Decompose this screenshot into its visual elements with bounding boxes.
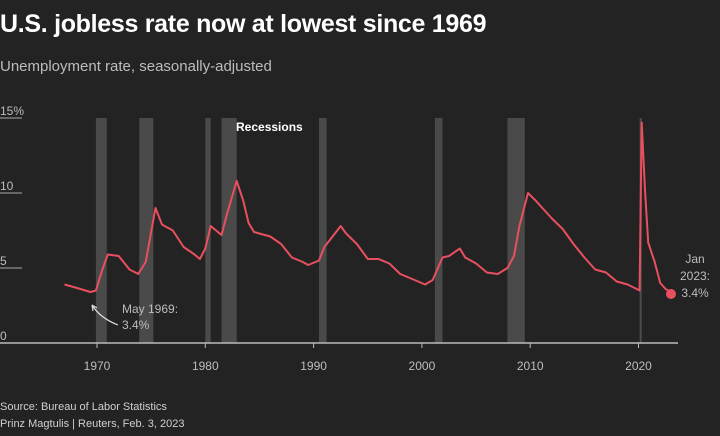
- annotation-jan-2023: 3.4%: [681, 286, 709, 300]
- recession-label: Recessions: [236, 120, 303, 134]
- x-tick-label: 2010: [517, 359, 544, 373]
- x-tick-label: 2000: [409, 359, 436, 373]
- recession-band: [221, 118, 237, 343]
- credit-note: Prinz Magtulis | Reuters, Feb. 3, 2023: [0, 418, 185, 430]
- recession-band: [205, 118, 211, 343]
- chart-title: U.S. jobless rate now at lowest since 19…: [0, 10, 487, 38]
- annotation-jan-2023: 2023:: [680, 269, 710, 283]
- y-tick-label: 5: [0, 254, 7, 268]
- y-tick-label: 10: [0, 179, 14, 193]
- annotation-may-1969: 3.4%: [122, 318, 150, 332]
- chart-subtitle: Unemployment rate, seasonally-adjusted: [0, 58, 272, 75]
- recession-band: [319, 118, 327, 343]
- source-note: Source: Bureau of Labor Statistics: [0, 401, 167, 413]
- arrow-head-icon: [91, 304, 98, 312]
- y-tick-label: 0: [0, 329, 7, 343]
- latest-point-marker: [665, 289, 676, 299]
- x-tick-label: 1980: [192, 359, 219, 373]
- unemployment-line: [64, 121, 672, 293]
- recession-band: [95, 118, 107, 343]
- x-tick-label: 1970: [84, 359, 111, 373]
- recession-band: [507, 118, 525, 343]
- y-tick-label: 15%: [0, 104, 24, 118]
- recession-band: [434, 118, 443, 343]
- annotation-arrow: [91, 304, 119, 326]
- annotation-jan-2023: Jan: [685, 252, 704, 266]
- x-tick-label: 1990: [300, 359, 327, 373]
- recession-band: [139, 118, 154, 343]
- x-tick-label: 2020: [625, 359, 652, 373]
- annotation-may-1969: May 1969:: [122, 302, 178, 316]
